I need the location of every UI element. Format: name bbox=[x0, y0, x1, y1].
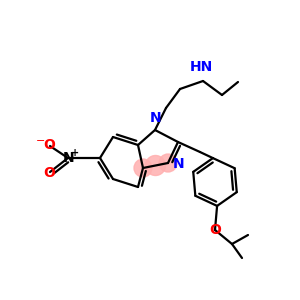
Text: +: + bbox=[71, 148, 79, 158]
Text: −: − bbox=[36, 136, 46, 146]
Text: O: O bbox=[43, 166, 55, 180]
Text: N: N bbox=[173, 157, 184, 171]
Text: O: O bbox=[209, 223, 221, 237]
Circle shape bbox=[159, 154, 177, 172]
Text: N: N bbox=[63, 151, 75, 165]
Circle shape bbox=[146, 155, 166, 176]
Text: O: O bbox=[43, 138, 55, 152]
Text: N: N bbox=[150, 111, 162, 125]
Text: HN: HN bbox=[189, 60, 213, 74]
Circle shape bbox=[134, 159, 152, 177]
